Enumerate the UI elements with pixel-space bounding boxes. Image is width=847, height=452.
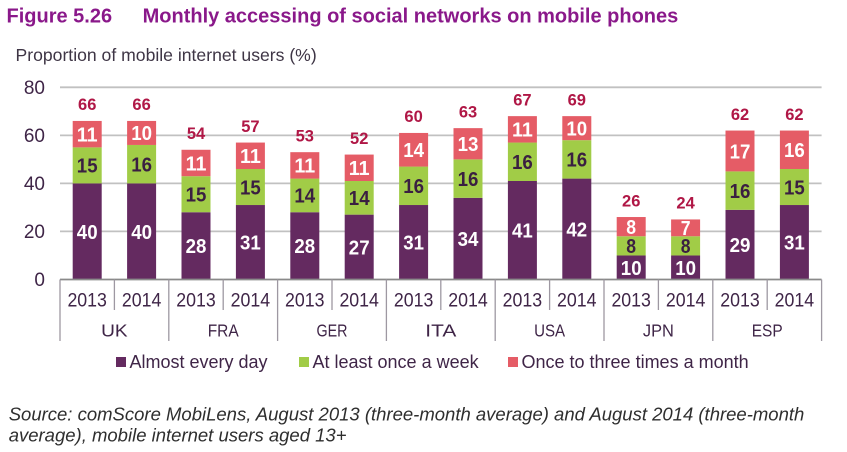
- svg-text:31: 31: [240, 232, 261, 255]
- svg-text:ITA: ITA: [425, 321, 456, 341]
- svg-text:16: 16: [512, 151, 533, 174]
- svg-text:2013: 2013: [503, 290, 543, 312]
- svg-text:15: 15: [784, 176, 805, 199]
- svg-text:UK: UK: [101, 321, 128, 341]
- svg-text:Monthly accessing of social ne: Monthly accessing of social networks on …: [143, 5, 679, 27]
- svg-text:11: 11: [77, 123, 98, 146]
- svg-text:2013: 2013: [67, 290, 107, 312]
- svg-text:11: 11: [349, 157, 370, 180]
- svg-text:17: 17: [730, 140, 751, 163]
- svg-text:28: 28: [294, 235, 315, 258]
- svg-text:31: 31: [403, 232, 424, 255]
- svg-text:2013: 2013: [285, 290, 325, 312]
- svg-text:66: 66: [132, 96, 150, 114]
- svg-text:10: 10: [621, 257, 642, 280]
- svg-text:24: 24: [676, 195, 695, 213]
- svg-text:2014: 2014: [339, 290, 379, 312]
- svg-text:GER: GER: [317, 321, 348, 341]
- svg-text:66: 66: [78, 96, 96, 114]
- svg-text:53: 53: [296, 128, 314, 146]
- svg-text:11: 11: [240, 145, 261, 168]
- svg-text:11: 11: [512, 119, 533, 142]
- svg-text:2013: 2013: [611, 290, 651, 312]
- svg-text:27: 27: [349, 236, 370, 259]
- svg-text:16: 16: [458, 168, 479, 191]
- svg-text:10: 10: [131, 122, 152, 145]
- svg-text:62: 62: [785, 106, 803, 124]
- svg-text:42: 42: [566, 218, 587, 241]
- svg-text:2013: 2013: [394, 290, 434, 312]
- svg-text:20: 20: [24, 222, 45, 243]
- svg-text:2013: 2013: [176, 290, 216, 312]
- svg-text:2014: 2014: [557, 290, 597, 312]
- svg-text:60: 60: [404, 108, 422, 126]
- svg-text:40: 40: [24, 174, 45, 195]
- svg-text:34: 34: [458, 228, 479, 251]
- svg-text:62: 62: [731, 106, 749, 124]
- svg-text:Figure 5.26: Figure 5.26: [7, 5, 113, 27]
- svg-text:11: 11: [186, 152, 207, 175]
- svg-text:15: 15: [77, 155, 98, 178]
- svg-text:16: 16: [131, 154, 152, 177]
- svg-text:16: 16: [784, 139, 805, 162]
- svg-text:16: 16: [403, 175, 424, 198]
- svg-text:80: 80: [24, 78, 45, 99]
- svg-text:10: 10: [566, 117, 587, 140]
- svg-text:8: 8: [626, 235, 636, 258]
- svg-text:11: 11: [294, 155, 315, 178]
- svg-text:2014: 2014: [448, 290, 488, 312]
- svg-text:USA: USA: [534, 321, 565, 341]
- svg-text:29: 29: [730, 234, 751, 257]
- svg-text:Almost every day: Almost every day: [130, 352, 268, 372]
- svg-text:8: 8: [681, 235, 691, 258]
- svg-text:16: 16: [730, 180, 751, 203]
- svg-text:JPN: JPN: [643, 321, 674, 341]
- svg-text:40: 40: [77, 221, 98, 244]
- svg-text:ESP: ESP: [752, 321, 783, 341]
- svg-text:At least once a week: At least once a week: [313, 352, 480, 372]
- svg-text:2014: 2014: [231, 290, 271, 312]
- svg-text:16: 16: [566, 149, 587, 172]
- svg-text:60: 60: [24, 126, 45, 147]
- svg-text:63: 63: [459, 103, 477, 121]
- svg-text:69: 69: [568, 91, 586, 109]
- svg-text:14: 14: [294, 185, 315, 208]
- svg-text:7: 7: [681, 217, 691, 240]
- svg-text:57: 57: [241, 118, 259, 136]
- svg-text:2014: 2014: [775, 290, 815, 312]
- svg-text:2014: 2014: [666, 290, 706, 312]
- svg-text:14: 14: [403, 139, 424, 162]
- svg-text:52: 52: [350, 130, 368, 148]
- svg-text:2014: 2014: [122, 290, 162, 312]
- svg-text:15: 15: [240, 176, 261, 199]
- svg-text:15: 15: [186, 184, 207, 207]
- svg-text:10: 10: [675, 257, 696, 280]
- svg-text:2013: 2013: [720, 290, 760, 312]
- svg-text:41: 41: [512, 220, 533, 243]
- svg-text:Proportion of mobile internet: Proportion of mobile internet users (%): [16, 45, 317, 65]
- svg-text:FRA: FRA: [208, 321, 239, 341]
- svg-text:average), mobile internet user: average), mobile internet users aged 13+: [9, 424, 347, 445]
- svg-text:54: 54: [187, 125, 206, 143]
- svg-text:31: 31: [784, 232, 805, 255]
- svg-text:40: 40: [131, 221, 152, 244]
- svg-text:Once to three times a month: Once to three times a month: [522, 352, 749, 372]
- svg-text:8: 8: [626, 216, 636, 239]
- svg-text:0: 0: [34, 270, 45, 291]
- svg-text:67: 67: [513, 91, 531, 109]
- svg-text:Source: comScore MobiLens, Aug: Source: comScore MobiLens, August 2013 (…: [9, 403, 805, 424]
- svg-text:28: 28: [186, 235, 207, 258]
- svg-text:26: 26: [622, 192, 640, 210]
- svg-text:13: 13: [458, 133, 479, 156]
- svg-text:14: 14: [349, 187, 370, 210]
